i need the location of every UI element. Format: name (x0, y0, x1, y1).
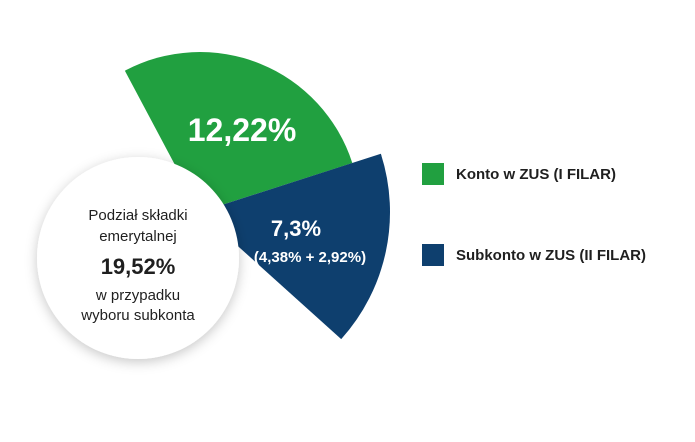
legend-swatch-subkonto-zus (422, 244, 444, 266)
center-summary-circle: Podział składki emerytalnej 19,52% w prz… (37, 157, 239, 359)
legend-swatch-konto-zus (422, 163, 444, 185)
center-total-value: 19,52% (101, 254, 176, 279)
center-circle-background (37, 157, 239, 359)
slice-subkonto-zus (200, 153, 391, 340)
slice-label-subkonto-zus: 7,3% (271, 216, 321, 241)
legend-item-konto-zus: Konto w ZUS (I FILAR) (422, 163, 616, 185)
legend-item-subkonto-zus: Subkonto w ZUS (II FILAR) (422, 244, 646, 266)
slice-label-konto-zus: 12,22% (188, 112, 297, 148)
center-title-line-2: emerytalnej (99, 228, 177, 245)
center-caption-line-2: wyboru subkonta (80, 307, 195, 324)
legend-label-konto-zus: Konto w ZUS (I FILAR) (456, 165, 616, 183)
slice-sublabel-subkonto-zus: (4,38% + 2,92%) (254, 249, 366, 266)
legend-label-subkonto-zus: Subkonto w ZUS (II FILAR) (456, 246, 646, 264)
center-title-line-1: Podział składki (88, 207, 187, 224)
center-caption-line-1: w przypadku (95, 287, 180, 304)
